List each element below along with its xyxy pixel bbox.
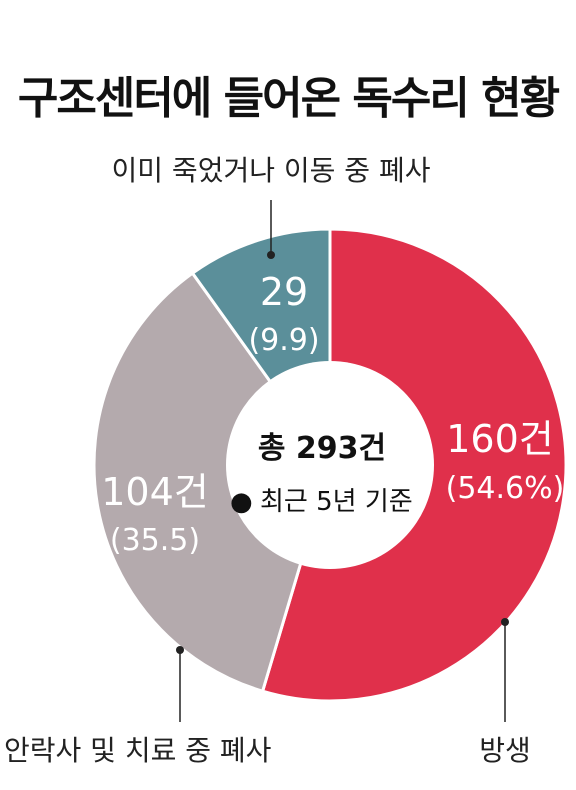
label-rehab-death-category: 안락사 및 치료 중 폐사: [4, 734, 271, 767]
label-released-value: 160건: [446, 417, 554, 461]
leader-dot-rehab-death: [176, 646, 184, 654]
note-bullet: ●: [230, 487, 253, 517]
slice-rehab-death: [92, 271, 332, 694]
label-released-percent: (54.6%): [446, 471, 565, 506]
label-rehab-death-value: 104건: [101, 470, 209, 514]
note-text: 최근 5년 기준: [260, 487, 413, 517]
donut-hole: [226, 361, 434, 569]
total-label: 총 293건: [258, 431, 386, 466]
label-dead-percent: (9.9): [248, 323, 319, 358]
label-dead-category: 이미 죽었거나 이동 중 폐사: [112, 154, 431, 187]
chart-title: 구조센터에 들어온 독수리 현황: [17, 73, 560, 124]
label-released-category: 방생: [479, 734, 531, 767]
leader-dot-dead: [267, 251, 275, 259]
leader-lines: [176, 200, 509, 722]
label-rehab-death-percent: (35.5): [110, 523, 200, 558]
leader-dot-released: [501, 618, 509, 626]
label-dead-value: 29: [260, 270, 308, 314]
